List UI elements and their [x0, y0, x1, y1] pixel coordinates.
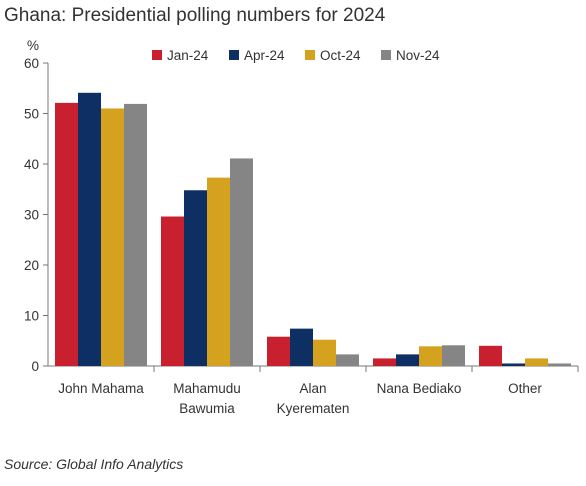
- category-label: Alan: [299, 381, 326, 396]
- bar-oct-24-1: [207, 177, 230, 366]
- bar-oct-24-4: [525, 358, 548, 366]
- y-tick-label: 10: [24, 309, 39, 324]
- bar-jan-24-4: [479, 345, 502, 366]
- bar-jan-24-1: [161, 216, 184, 366]
- bar-apr-24-3: [396, 354, 419, 366]
- source-note: Source: Global Info Analytics: [4, 456, 184, 472]
- bar-oct-24-3: [419, 346, 442, 366]
- category-label: Mahamudu: [173, 381, 241, 396]
- bar-apr-24-2: [290, 328, 313, 366]
- y-tick-label: 50: [24, 107, 39, 122]
- legend-swatch-oct-24: [305, 50, 315, 60]
- legend-label: Jan-24: [167, 48, 209, 63]
- bar-nov-24-1: [230, 158, 253, 366]
- y-tick-label: 0: [31, 359, 39, 374]
- y-tick-label: 30: [24, 208, 39, 223]
- bar-jan-24-2: [267, 336, 290, 366]
- y-tick-label: 60: [24, 56, 39, 71]
- legend-swatch-apr-24: [229, 50, 239, 60]
- bar-apr-24-4: [502, 363, 525, 366]
- bar-apr-24-0: [78, 92, 101, 367]
- bar-nov-24-4: [548, 363, 571, 366]
- y-axis-label: %: [27, 38, 39, 53]
- category-label: Nana Bediako: [377, 381, 462, 396]
- bar-oct-24-0: [101, 108, 124, 366]
- category-label: Bawumia: [179, 401, 235, 416]
- y-tick-label: 40: [24, 157, 39, 172]
- chart-title: Ghana: Presidential polling numbers for …: [4, 5, 386, 26]
- bar-nov-24-0: [124, 103, 147, 366]
- legend-label: Nov-24: [396, 48, 440, 63]
- y-tick-label: 20: [24, 258, 39, 273]
- legend-label: Apr-24: [244, 48, 285, 63]
- bar-nov-24-3: [442, 345, 465, 366]
- bar-jan-24-0: [55, 102, 78, 367]
- category-label: Other: [508, 381, 542, 396]
- bar-nov-24-2: [336, 354, 359, 366]
- bar-jan-24-3: [373, 358, 396, 366]
- legend-swatch-jan-24: [152, 50, 162, 60]
- category-label: John Mahama: [58, 381, 144, 396]
- bar-oct-24-2: [313, 339, 336, 366]
- legend-swatch-nov-24: [381, 50, 391, 60]
- legend-label: Oct-24: [320, 48, 361, 63]
- category-label: Kyerematen: [277, 401, 350, 416]
- bar-apr-24-1: [184, 190, 207, 366]
